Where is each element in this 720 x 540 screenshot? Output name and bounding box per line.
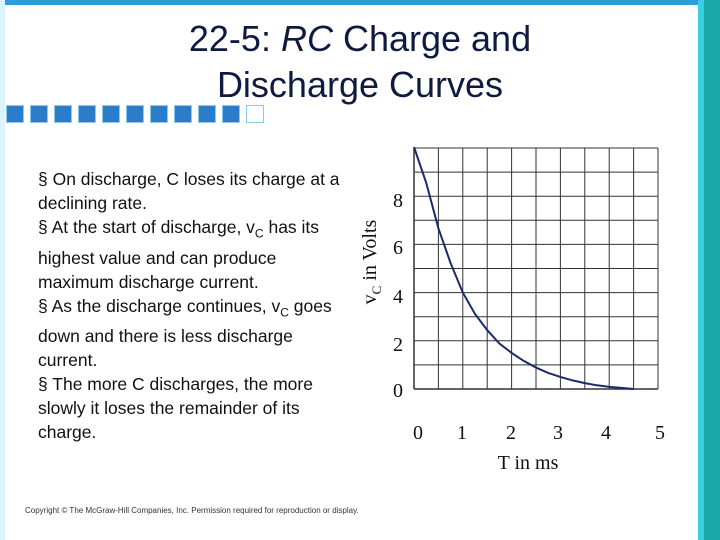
square-8 — [174, 105, 192, 123]
y-axis-label-rest: in Volts — [359, 219, 381, 285]
square-11 — [246, 105, 264, 123]
left-border — [0, 0, 5, 540]
square-3 — [54, 105, 72, 123]
top-border — [0, 0, 720, 5]
bullet-3: § As the discharge continues, vC goes do… — [38, 294, 348, 373]
square-5 — [102, 105, 120, 123]
y-tick-label: 2 — [393, 334, 403, 356]
y-axis-label-subscript: C — [369, 286, 384, 295]
title-rc: RC — [280, 18, 333, 59]
x-tick-label: 1 — [457, 422, 467, 444]
y-axis-label: vC in Volts — [359, 219, 384, 304]
square-2 — [30, 105, 48, 123]
decorative-squares — [6, 105, 270, 127]
bullet-2-text-a: § At the start of discharge, v — [38, 217, 255, 237]
bullet-4: § The more C discharges, the more slowly… — [38, 374, 313, 442]
bullet-1: § On discharge, C loses its charge at a … — [38, 169, 340, 213]
y-tick-label: 0 — [393, 380, 403, 402]
bullet-3-text-b: goes down and there is less discharge cu… — [38, 295, 332, 371]
title-line1-rest: Charge and — [332, 18, 532, 59]
discharge-curve — [413, 146, 634, 390]
x-axis-label: T in ms — [498, 452, 559, 474]
square-4 — [78, 105, 96, 123]
bullet-2-subscript: C — [254, 226, 264, 241]
bullet-2: § At the start of discharge, vC has its … — [38, 215, 348, 294]
x-tick-label: 5 — [655, 422, 665, 444]
slide-title: 22-5: RC Charge and Discharge Curves — [100, 16, 620, 108]
square-10 — [222, 105, 240, 123]
square-9 — [198, 105, 216, 123]
title-prefix: 22-5: — [188, 18, 281, 59]
square-6 — [126, 105, 144, 123]
right-accent-bar — [698, 0, 704, 540]
x-tick-label: 4 — [601, 422, 611, 444]
title-line2: Discharge Curves — [216, 64, 504, 105]
square-7 — [150, 105, 168, 123]
bullet-2-text-b: has its highest value and can produce ma… — [38, 217, 320, 292]
y-tick-label: 8 — [393, 190, 403, 212]
copyright-notice: Copyright © The McGraw-Hill Companies, I… — [25, 506, 359, 515]
y-tick-label: 6 — [393, 237, 403, 259]
right-border-bar — [704, 0, 720, 540]
bullet-3-subscript: C — [280, 305, 289, 319]
x-tick-label: 0 — [413, 422, 423, 444]
bullet-3-text-a: § As the discharge continues, v — [38, 295, 281, 316]
bullet-list: § On discharge, C loses its charge at a … — [38, 167, 348, 444]
y-axis-label-v: v — [359, 294, 381, 304]
x-tick-label: 2 — [506, 422, 516, 444]
x-tick-label: 3 — [553, 422, 563, 444]
y-tick-label: 4 — [393, 286, 403, 308]
square-1 — [6, 105, 24, 123]
